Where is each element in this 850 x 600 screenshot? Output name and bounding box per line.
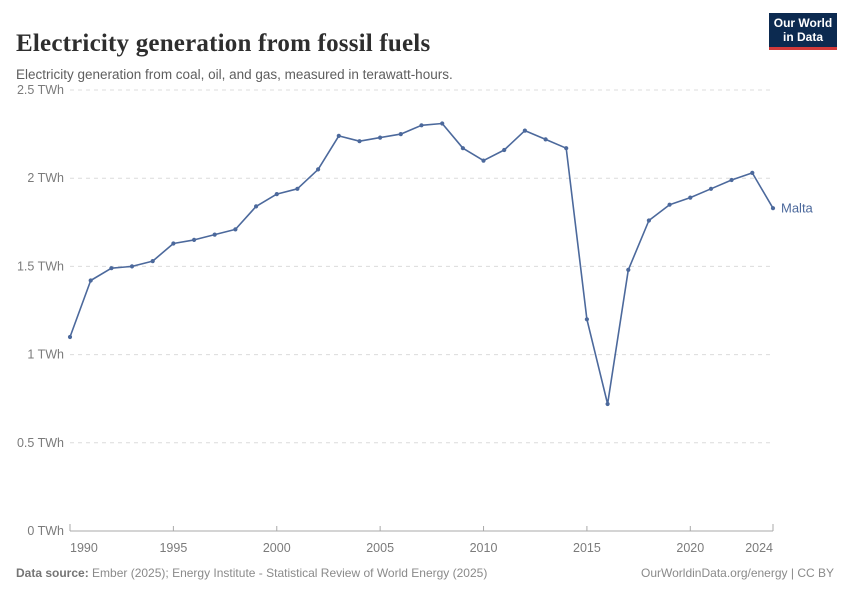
owid-logo-line1: Our World: [773, 16, 833, 30]
x-axis-tick-label: 1990: [70, 541, 98, 555]
data-point-2013[interactable]: [543, 137, 548, 142]
data-point-2022[interactable]: [729, 177, 734, 183]
data-point-2008[interactable]: [440, 121, 445, 126]
data-point-1991[interactable]: [88, 278, 93, 283]
data-point-2020[interactable]: [688, 195, 693, 200]
data-point-1995[interactable]: [171, 241, 176, 246]
x-axis-tick-label: 2024: [745, 541, 773, 555]
data-source-text: Ember (2025); Energy Institute - Statist…: [88, 566, 488, 580]
data-point-1994[interactable]: [150, 259, 155, 264]
data-point-2010[interactable]: [481, 158, 486, 163]
data-point-2003[interactable]: [336, 133, 341, 138]
y-axis-tick-label: 2.5 TWh: [17, 83, 64, 97]
data-point-2021[interactable]: [708, 186, 714, 191]
data-point-2016[interactable]: [605, 401, 610, 407]
data-point-2006[interactable]: [398, 132, 403, 137]
chart-subtitle: Electricity generation from coal, oil, a…: [16, 66, 453, 82]
data-point-2005[interactable]: [378, 135, 383, 140]
data-point-1999[interactable]: [254, 204, 259, 209]
data-point-2018[interactable]: [646, 218, 652, 223]
data-point-1993[interactable]: [129, 264, 135, 269]
data-point-1996[interactable]: [192, 237, 197, 242]
y-axis-tick-label: 0 TWh: [27, 524, 64, 538]
x-axis-tick-label: 2010: [470, 541, 498, 555]
data-point-2011[interactable]: [502, 147, 507, 153]
data-point-1990[interactable]: [67, 334, 73, 340]
data-point-2024[interactable]: [770, 206, 776, 211]
data-point-2015[interactable]: [584, 317, 590, 322]
data-point-2004[interactable]: [357, 139, 362, 144]
x-axis-tick-label: 2005: [366, 541, 394, 555]
data-point-2014[interactable]: [564, 146, 569, 151]
data-source: Data source: Ember (2025); Energy Instit…: [16, 566, 487, 580]
data-point-2019[interactable]: [667, 202, 672, 207]
data-point-2002[interactable]: [316, 167, 321, 172]
y-axis-tick-label: 1 TWh: [27, 348, 64, 362]
data-point-2001[interactable]: [295, 186, 300, 191]
y-axis-tick-label: 0.5 TWh: [17, 436, 64, 450]
x-axis-tick-label: 2000: [263, 541, 291, 555]
y-axis-tick-label: 2 TWh: [27, 171, 64, 185]
data-point-2023[interactable]: [750, 170, 755, 175]
chart-footer: Data source: Ember (2025); Energy Instit…: [16, 566, 834, 580]
data-point-2009[interactable]: [460, 146, 465, 151]
data-point-1992[interactable]: [109, 266, 114, 271]
data-point-2007[interactable]: [419, 123, 424, 128]
data-point-2017[interactable]: [626, 267, 631, 272]
data-point-2012[interactable]: [522, 128, 528, 133]
data-point-1998[interactable]: [233, 227, 238, 232]
data-source-label: Data source:: [16, 566, 89, 580]
page-title: Electricity generation from fossil fuels: [16, 29, 431, 57]
data-point-2000[interactable]: [274, 192, 279, 197]
series-end-label: Malta: [781, 201, 814, 216]
footer-link[interactable]: OurWorldinData.org/energy | CC BY: [641, 566, 834, 580]
data-point-1997[interactable]: [212, 232, 217, 237]
x-axis-tick-label: 2015: [573, 541, 601, 555]
series-line-malta[interactable]: [69, 122, 774, 405]
x-axis-tick-label: 1995: [159, 541, 187, 555]
y-axis-tick-label: 1.5 TWh: [17, 259, 64, 273]
x-axis-tick-label: 2020: [676, 541, 704, 555]
owid-logo[interactable]: Our World in Data: [769, 13, 837, 50]
owid-logo-line2: in Data: [782, 30, 823, 44]
